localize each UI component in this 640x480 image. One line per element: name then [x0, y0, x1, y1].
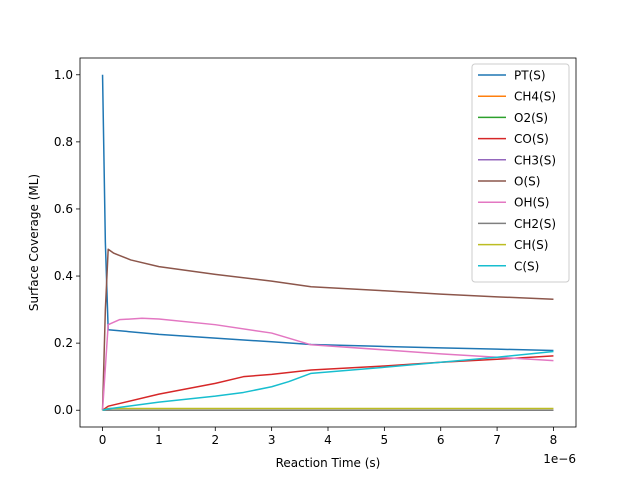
legend-entry: CH3(S)	[514, 153, 556, 167]
series-line-0	[101, 74, 554, 352]
y-axis-ticks: 0.0 0.2 0.4 0.6 0.8 1.0	[54, 68, 80, 417]
x-axis-label: Reaction Time (s)	[276, 456, 381, 470]
y-axis-label: Surface Coverage (ML)	[27, 174, 41, 311]
series-line-5	[101, 248, 554, 411]
legend-entry: CO(S)	[514, 132, 549, 146]
x-tick-label: 7	[493, 433, 501, 447]
y-tick-label: 0.8	[54, 135, 73, 149]
legend-entry: C(S)	[514, 259, 539, 273]
legend: PT(S) CH4(S) O2(S) CO(S) CH3(S) O(S) OH(S) CH2(…	[471, 63, 570, 283]
series-line-6	[101, 317, 554, 411]
x-axis-ticks: 0 1 2 3 4 5 6 7 8	[99, 427, 558, 447]
x-tick-label: 3	[268, 433, 276, 447]
x-tick-label: 5	[381, 433, 389, 447]
x-tick-label: 4	[324, 433, 332, 447]
legend-entry: PT(S)	[514, 69, 546, 83]
legend-entry: O(S)	[514, 175, 540, 189]
legend-entry: O2(S)	[514, 111, 548, 125]
legend-box	[471, 63, 570, 283]
legend-entry: CH2(S)	[514, 217, 556, 231]
y-tick-label: 0.4	[54, 269, 73, 283]
x-tick-label: 6	[437, 433, 445, 447]
series-layer	[101, 74, 554, 411]
legend-entry: OH(S)	[514, 196, 549, 210]
y-tick-label: 0.6	[54, 202, 73, 216]
y-tick-label: 0.0	[54, 403, 73, 417]
series-line-9	[102, 350, 554, 411]
x-tick-label: 2	[211, 433, 219, 447]
y-tick-label: 0.2	[54, 336, 73, 350]
x-tick-label: 8	[550, 433, 558, 447]
x-tick-label: 0	[99, 433, 107, 447]
x-axis-offset-label: 1e−6	[543, 452, 576, 466]
y-tick-label: 1.0	[54, 68, 73, 82]
legend-entry: CH4(S)	[514, 90, 556, 104]
x-tick-label: 1	[155, 433, 163, 447]
legend-entry: CH(S)	[514, 238, 548, 252]
